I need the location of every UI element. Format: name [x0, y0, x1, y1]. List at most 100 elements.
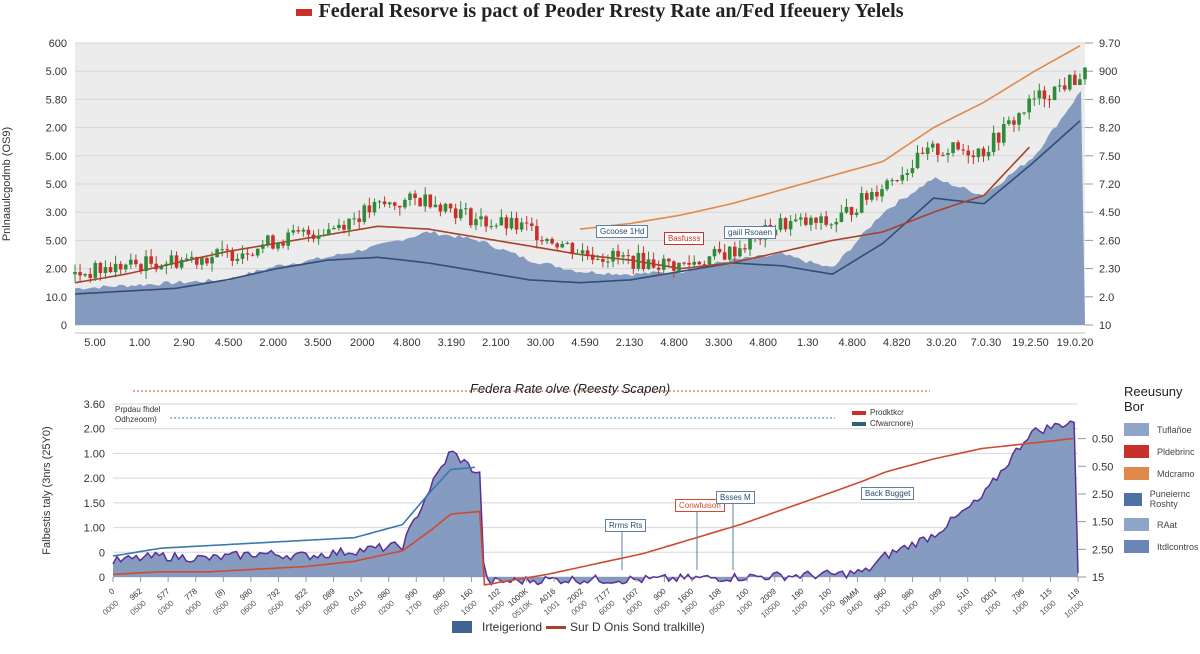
- candle-body: [367, 205, 372, 213]
- candle-body: [240, 253, 245, 259]
- candle-body: [504, 217, 509, 229]
- legend-swatch-icon: [1124, 540, 1149, 553]
- candle-body: [621, 255, 625, 257]
- candle-body: [981, 148, 986, 157]
- legend-swatch-icon: [1124, 467, 1149, 480]
- x-tick-label: 4.800: [660, 337, 688, 349]
- x-tick-sublabel: 1000: [956, 598, 976, 617]
- annotation-label: Bsses M: [716, 491, 755, 504]
- candle-body: [377, 201, 382, 203]
- candle-body: [458, 209, 463, 219]
- y-tick-label: 2.00: [46, 123, 67, 135]
- right-y-tick-label: 15: [1092, 572, 1104, 584]
- candle-body: [651, 259, 656, 268]
- candle-body: [195, 256, 199, 265]
- legend-swatch-icon: [452, 621, 472, 633]
- candle-body: [1032, 98, 1037, 100]
- candle-body: [971, 155, 976, 158]
- right-legend: Reeusuny Bor Tuflañoe Pldebrinc Mdcramo Pun…: [1124, 384, 1200, 553]
- x-tick-label: 2000: [350, 337, 374, 349]
- candle-body: [626, 255, 631, 257]
- x-tick-sublabel: 10100: [1062, 598, 1085, 620]
- candle-body: [844, 206, 849, 213]
- legend-item: Puneiernc Roshty: [1124, 489, 1200, 509]
- candle-body: [712, 248, 717, 257]
- x-tick-sublabel: 0200: [377, 598, 397, 617]
- candle-body: [748, 236, 752, 250]
- candle-body: [144, 256, 148, 272]
- candle-body: [159, 266, 164, 270]
- inner-legend-left: Prpdau fhdel Odhzeoom): [115, 405, 160, 425]
- candle-body: [580, 250, 585, 254]
- legend-label: Itdlcontros: [1157, 541, 1199, 552]
- candle-body: [281, 243, 285, 246]
- candle-body: [535, 225, 539, 241]
- candle-body: [798, 217, 803, 220]
- x-tick-sublabel: 1000: [1038, 598, 1058, 617]
- legend-line-icon: [546, 625, 567, 629]
- candle-body: [930, 143, 935, 148]
- legend-label: Pldebrinc: [1157, 446, 1195, 457]
- red-series-line: [112, 437, 1074, 586]
- x-tick-label: 2.90: [173, 337, 194, 349]
- candle-body: [479, 216, 483, 220]
- right-y-tick-label: 4.50: [1099, 207, 1120, 219]
- candle-body: [1073, 74, 1077, 85]
- candle-body: [910, 168, 915, 174]
- right-y-tick-label: 2.30: [1099, 264, 1120, 276]
- y-tick-label: 0: [99, 572, 105, 584]
- candle-body: [864, 193, 869, 200]
- legend-label: Tuflañoe: [1157, 424, 1192, 435]
- candle-body: [834, 222, 839, 225]
- bottom-legend: Irteigeriond Sur D Onis Sond tralkille): [452, 620, 705, 634]
- legend-label: Mdcramo: [1157, 468, 1195, 479]
- candle-body: [1057, 85, 1062, 87]
- candle-body: [200, 257, 204, 265]
- candle-body: [509, 217, 514, 229]
- candle-body: [255, 248, 260, 256]
- x-tick-label: 2.000: [259, 337, 287, 349]
- legend-item-area: Irteigeriond: [482, 620, 543, 634]
- candle-body: [809, 217, 813, 225]
- inner-legend-item: Prpdau fhdel: [115, 405, 161, 414]
- candle-body: [743, 248, 747, 250]
- candle-body: [225, 249, 230, 251]
- candle-body: [707, 256, 712, 265]
- candle-body: [129, 259, 133, 265]
- candle-body: [306, 229, 311, 235]
- candle-body: [880, 189, 884, 197]
- candle-body: [469, 208, 473, 226]
- candle-body: [641, 252, 646, 270]
- y-tick-label: 2.00: [46, 264, 67, 276]
- right-y-tick-label: 2.60: [1099, 235, 1120, 247]
- title-swatch-icon: [296, 8, 313, 16]
- candle-body: [357, 218, 362, 222]
- y-tick-label: 1.50: [84, 498, 105, 510]
- x-tick-sublabel: 1700: [404, 598, 424, 617]
- candle-body: [474, 219, 478, 226]
- x-tick-sublabel: 1000: [294, 598, 314, 617]
- candle-body: [342, 224, 346, 230]
- x-tick-label: 19.2.50: [1012, 337, 1049, 349]
- legend-item: Itdlcontros: [1124, 540, 1200, 553]
- inner-legend-right: Prodktkcr Cfwarcnore): [852, 407, 914, 429]
- candle-body: [514, 217, 519, 230]
- right-y-tick-label: 8.60: [1099, 94, 1120, 106]
- subchart-title: Federa Rate olve (Reesty Scapen): [470, 381, 671, 396]
- x-tick-sublabel: 1000: [818, 598, 838, 617]
- candle-body: [83, 274, 87, 276]
- candle-body: [738, 248, 742, 257]
- right-y-tick-label: 2.0: [1099, 292, 1114, 304]
- candle-body: [311, 234, 316, 239]
- candle-body: [804, 217, 808, 225]
- annotation-label: Conwfuison: [675, 499, 725, 512]
- x-tick-sublabel: 1000: [459, 598, 479, 617]
- x-tick-label: 3.190: [438, 337, 466, 349]
- candle-body: [174, 255, 179, 268]
- candle-body: [93, 262, 98, 278]
- candle-body: [1078, 79, 1082, 85]
- x-tick-label: 2.130: [616, 337, 644, 349]
- annotation-label: Gcoose 1Hd: [596, 225, 649, 238]
- candle-body: [332, 228, 336, 230]
